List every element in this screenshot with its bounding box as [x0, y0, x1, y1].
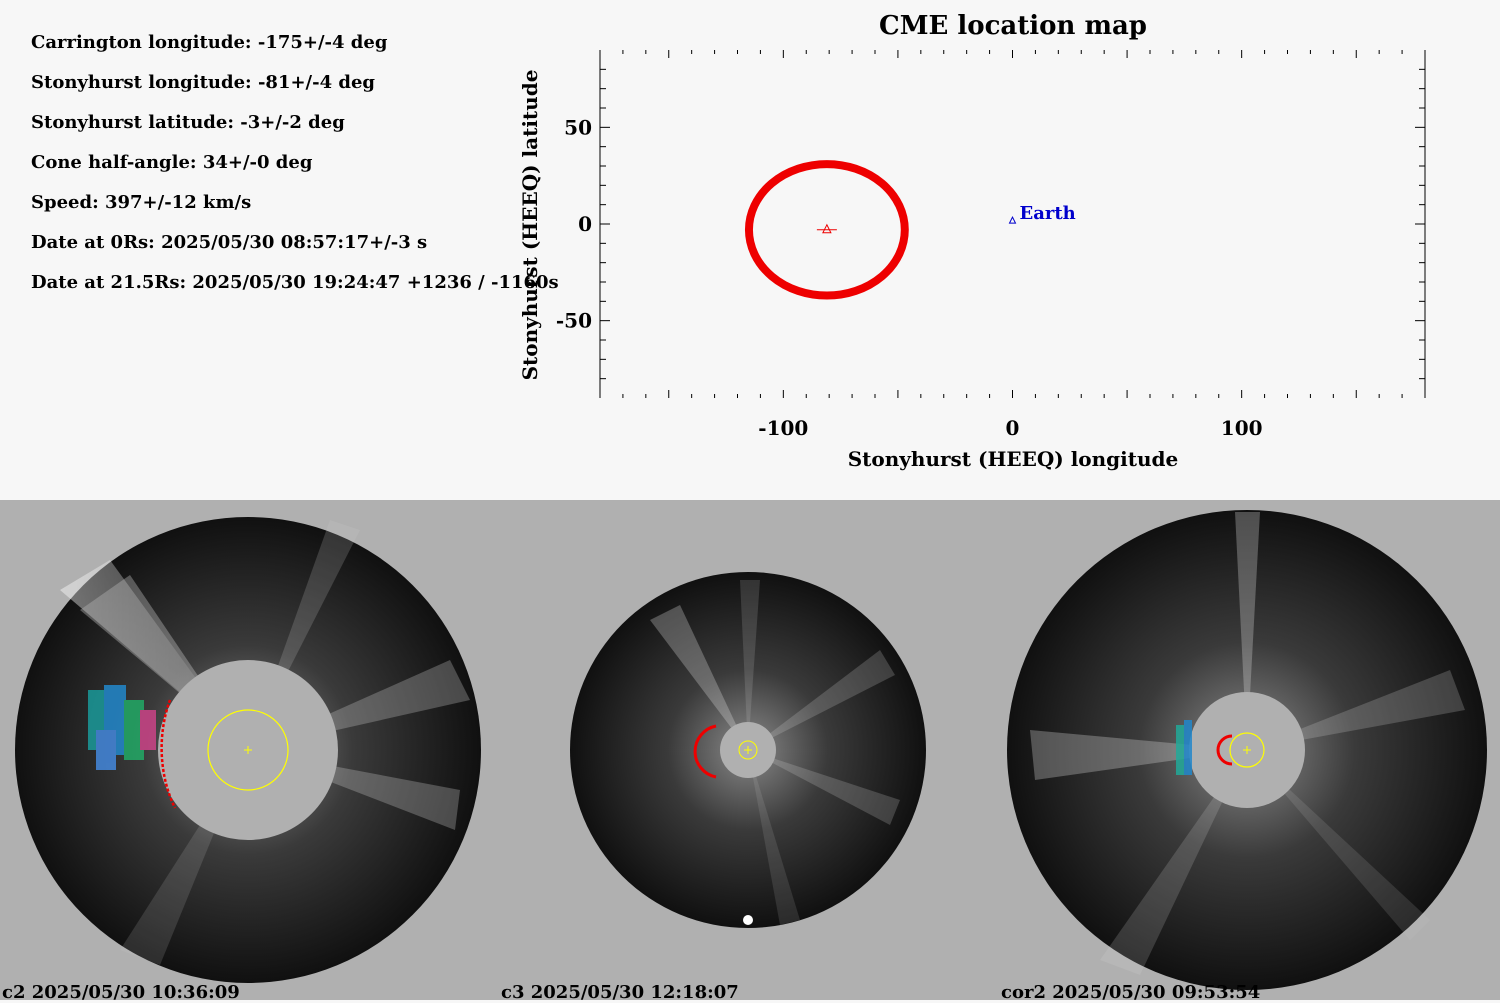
stonyhurst-latitude: Stonyhurst latitude: -3+/-2 deg	[31, 112, 345, 133]
x-tick-label: 100	[1221, 416, 1263, 440]
cor2-sun-disk	[1229, 732, 1265, 768]
y-tick-label: -50	[556, 309, 592, 333]
c3-cme-outline	[693, 724, 717, 779]
cme-cone-outline	[744, 160, 909, 300]
c2-sun-disk	[207, 709, 289, 791]
cor2-cme-outline	[1216, 734, 1233, 766]
cor2-cme-detection	[1176, 720, 1192, 775]
plot-marks: Earth	[744, 160, 1076, 300]
plot-axes: -100 0 100 50 0 -50	[556, 50, 1426, 440]
x-tick-label: -100	[758, 416, 808, 440]
cme-parameters: Carrington longitude: -175+/-4 deg Stony…	[31, 30, 559, 310]
x-tick-label: 0	[1006, 416, 1020, 440]
earth-label: Earth	[1020, 203, 1076, 224]
y-tick-label: 0	[578, 212, 592, 236]
cone-half-angle: Cone half-angle: 34+/-0 deg	[31, 152, 313, 173]
y-axis-label: Stonyhurst (HEEQ) latitude	[518, 70, 542, 381]
c3-image-caption: c3 2025/05/30 12:18:07	[501, 982, 739, 1003]
c2-coronagraph-image	[15, 517, 481, 983]
c2-image-caption: c2 2025/05/30 10:36:09	[2, 982, 240, 1003]
cor2-image-caption: cor2 2025/05/30 09:53:54	[1001, 982, 1261, 1003]
x-axis-label: Stonyhurst (HEEQ) longitude	[848, 447, 1179, 471]
c2-cme-detection	[88, 685, 156, 770]
chart-title: CME location map	[879, 11, 1147, 41]
c3-sun-disk	[738, 740, 758, 760]
c3-coronagraph-image	[570, 572, 926, 928]
earth-marker	[1008, 216, 1017, 224]
carrington-longitude: Carrington longitude: -175+/-4 deg	[31, 32, 388, 53]
date-at-21-5rs: Date at 21.5Rs: 2025/05/30 19:24:47 +123…	[31, 272, 559, 293]
c2-cme-outline	[160, 699, 177, 809]
speed: Speed: 397+/-12 km/s	[31, 192, 252, 213]
stonyhurst-longitude: Stonyhurst longitude: -81+/-4 deg	[31, 72, 376, 93]
coronagraph-panel: c2 2025/05/30 10:36:09 c3 2025/05/30 12:…	[0, 500, 1500, 1003]
y-tick-label: 50	[564, 115, 592, 139]
date-at-0rs: Date at 0Rs: 2025/05/30 08:57:17+/-3 s	[31, 232, 428, 253]
cor2-coronagraph-image	[1007, 510, 1487, 990]
cme-center-marker	[822, 223, 832, 234]
cme-location-map: CME location map -100 0 100 50 0 -50 Earth St…	[518, 11, 1426, 471]
